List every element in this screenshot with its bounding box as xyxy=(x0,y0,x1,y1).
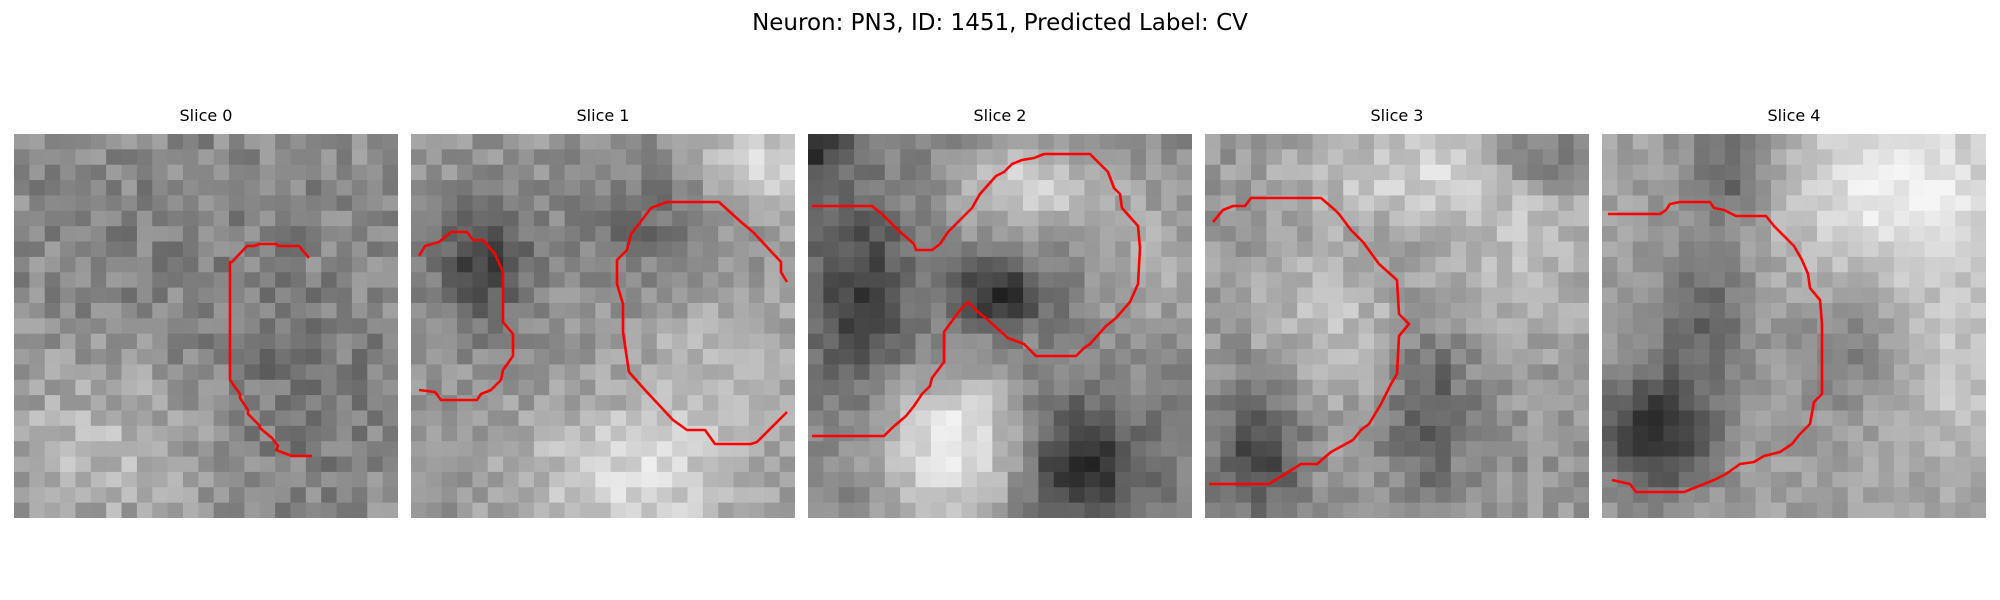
slice-panel: Slice 4 xyxy=(1602,106,1986,518)
slice-title: Slice 3 xyxy=(1370,106,1424,125)
slice-image xyxy=(1205,134,1589,518)
slice-panel: Slice 2 xyxy=(808,106,1192,518)
segmentation-contour xyxy=(228,242,312,458)
slice-image xyxy=(411,134,795,518)
slice-title: Slice 1 xyxy=(576,106,630,125)
slice-panel: Slice 3 xyxy=(1205,106,1589,518)
slice-image xyxy=(14,134,398,518)
slice-panel: Slice 1 xyxy=(411,106,795,518)
slice-title: Slice 2 xyxy=(973,106,1027,125)
segmentation-contour xyxy=(812,152,1142,438)
slice-title: Slice 0 xyxy=(179,106,233,125)
figure-title: Neuron: PN3, ID: 1451, Predicted Label: … xyxy=(752,10,1248,36)
segmentation-contour xyxy=(417,200,789,446)
slice-image xyxy=(808,134,1192,518)
slice-panel: Slice 0 xyxy=(14,106,398,518)
segmentation-contour xyxy=(1209,196,1411,486)
slice-image xyxy=(1602,134,1986,518)
slice-title: Slice 4 xyxy=(1767,106,1821,125)
segmentation-contour xyxy=(1608,200,1824,494)
